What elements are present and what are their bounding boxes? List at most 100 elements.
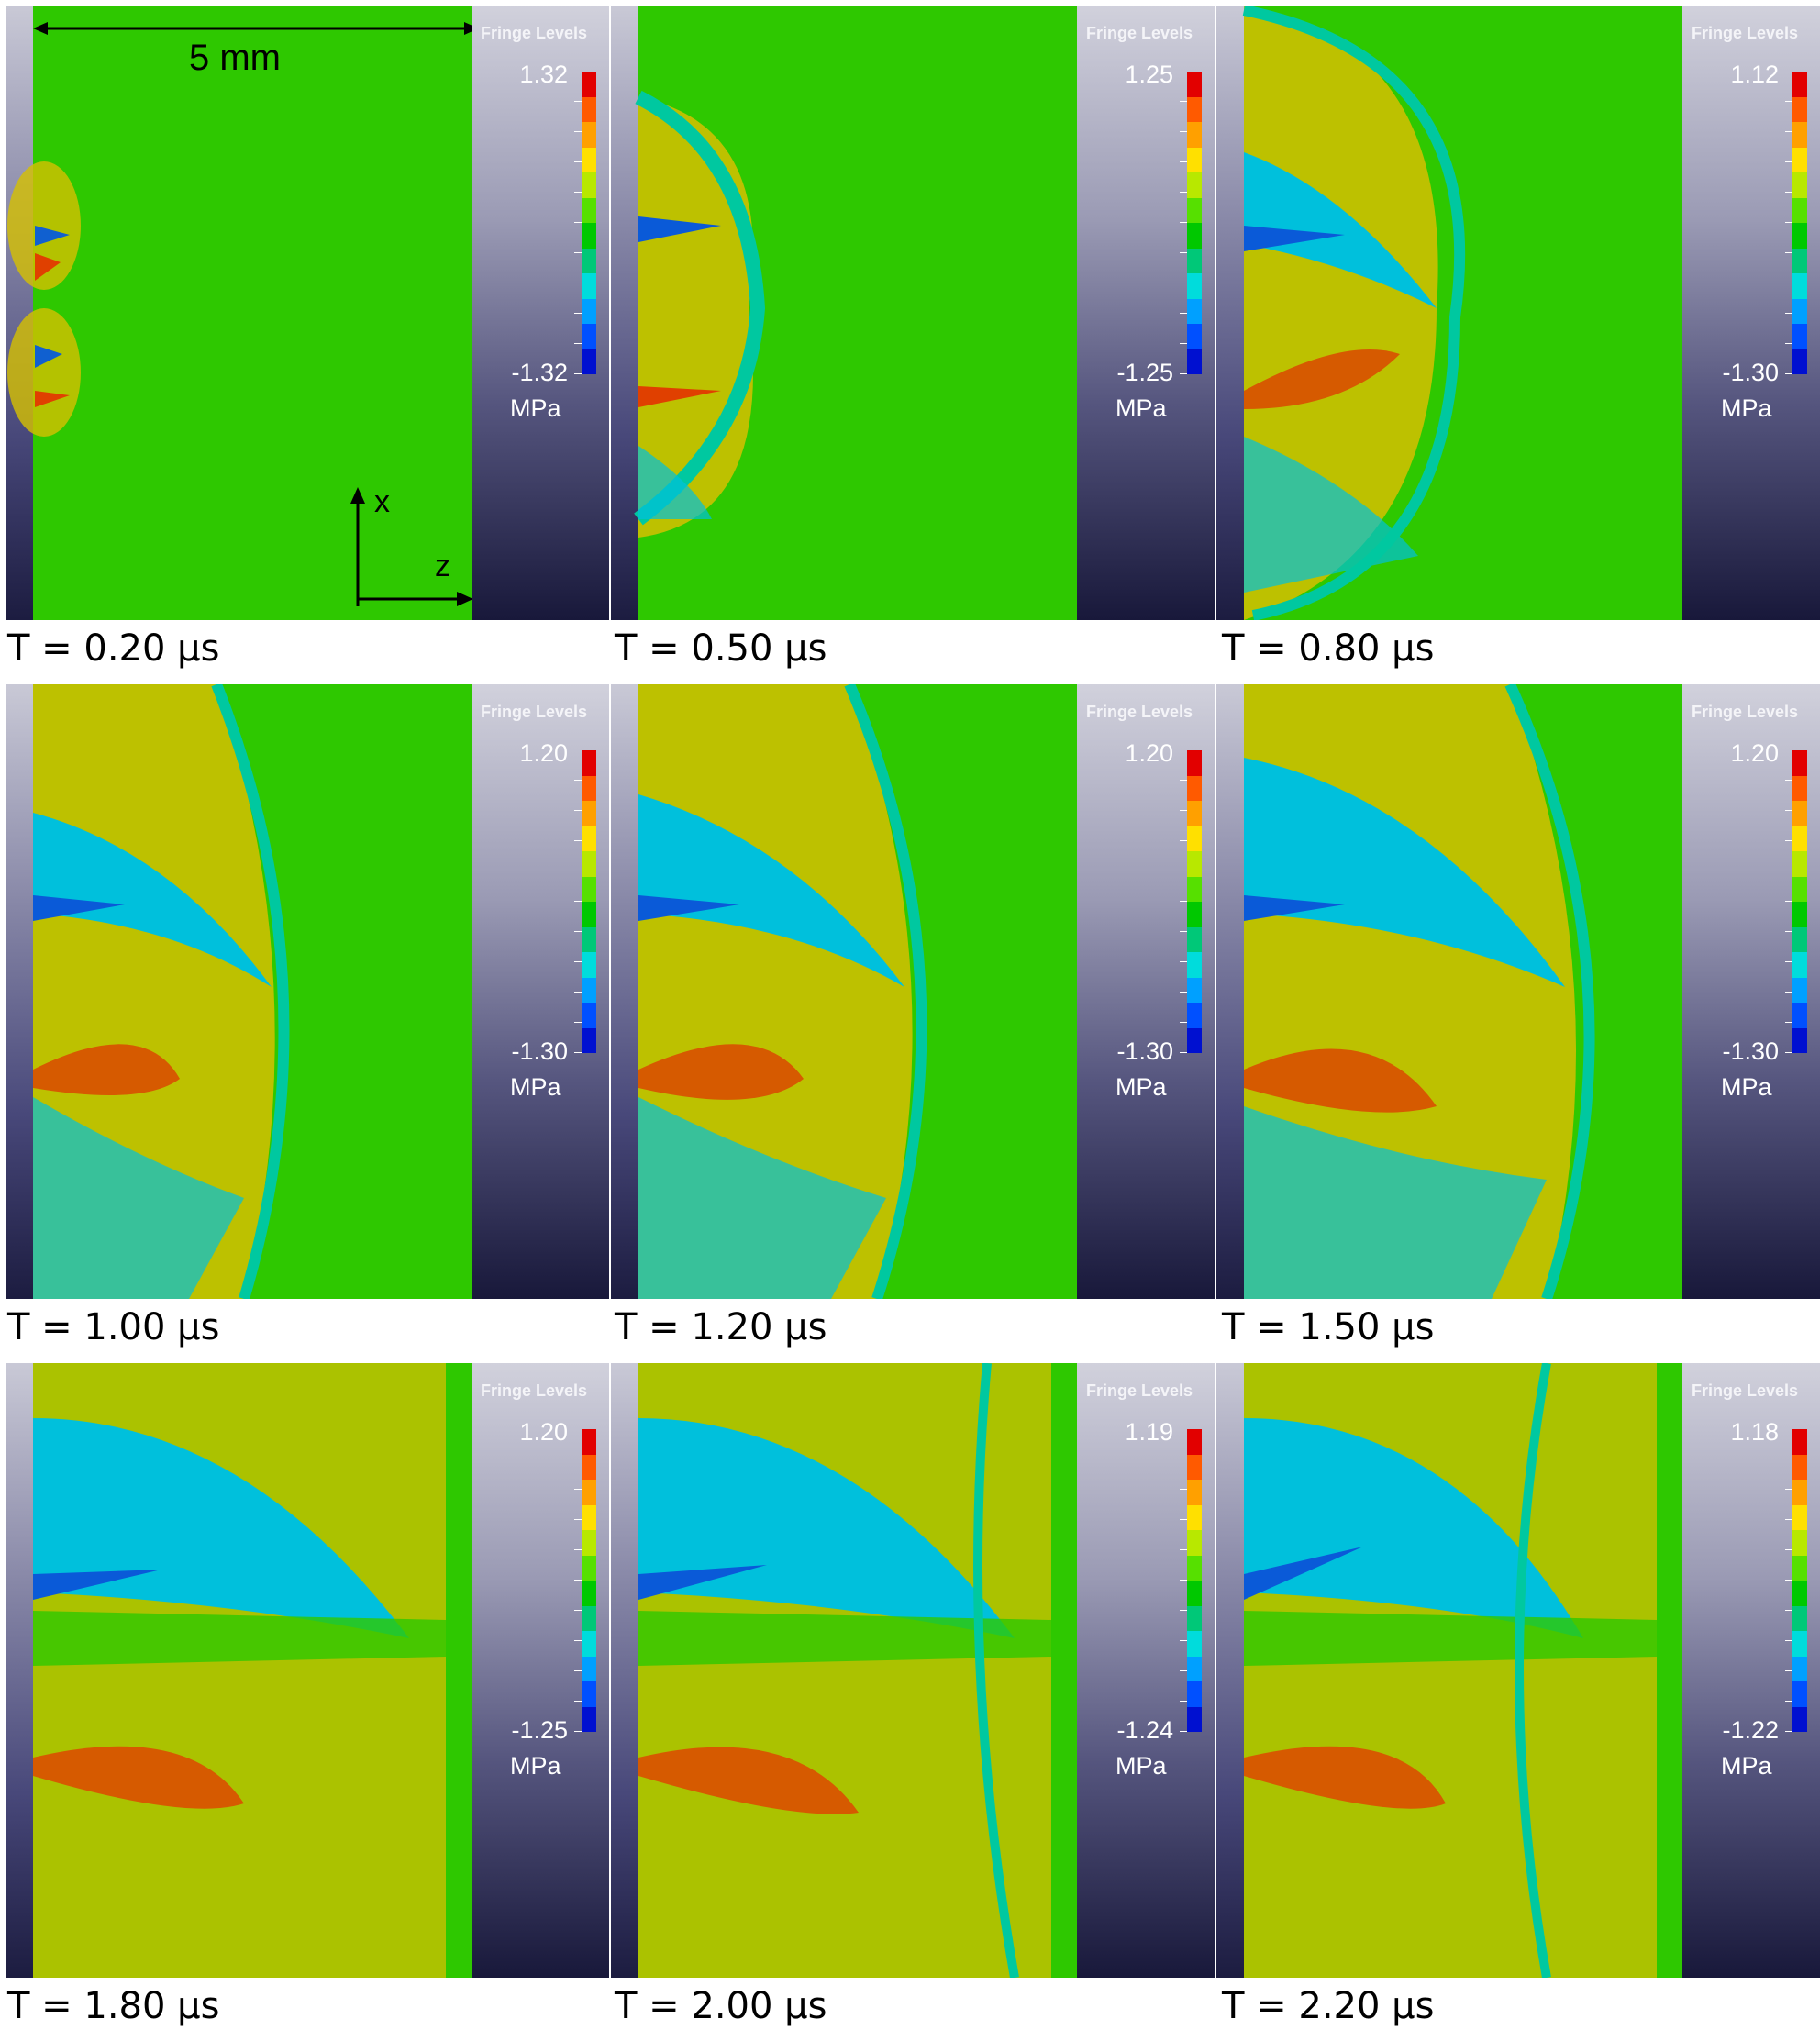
color-bar-segment: [582, 349, 596, 374]
color-bar-segment: [1187, 851, 1202, 877]
color-bar-segment: [1187, 96, 1202, 122]
legend-title: Fringe Levels: [481, 24, 588, 42]
legend-min: -1.32: [511, 359, 568, 386]
legend-max: 1.20: [1730, 739, 1779, 767]
left-edge: [611, 6, 638, 620]
fringe-legend: Fringe Levels 1.12 -1.30 MPa: [1682, 6, 1820, 620]
left-edge: [1216, 1363, 1244, 1978]
scale-bar-label: 5 mm: [189, 38, 281, 78]
color-bar: [1792, 750, 1807, 1053]
legend-unit: MPa: [1115, 1073, 1167, 1101]
axis-x-label: x: [374, 484, 390, 519]
legend-max: 1.18: [1730, 1418, 1779, 1446]
legend-min: -1.22: [1722, 1716, 1779, 1744]
legend-title: Fringe Levels: [1086, 703, 1193, 721]
color-bar-segment: [1187, 801, 1202, 826]
color-bar-segment: [582, 1605, 596, 1631]
color-bar: [1792, 1429, 1807, 1732]
color-bar-segment: [1792, 147, 1807, 172]
legend-unit: MPa: [1721, 1752, 1772, 1780]
legend-max: 1.12: [1730, 61, 1779, 88]
color-bar-segment: [1792, 1581, 1807, 1606]
color-bar-segment: [1792, 902, 1807, 927]
left-edge: [1216, 6, 1244, 620]
left-edge: [6, 1363, 33, 1978]
color-bar-segment: [1792, 1605, 1807, 1631]
color-bar-segment: [1792, 324, 1807, 349]
color-bar-segment: [1187, 1555, 1202, 1581]
color-bar-segment: [1792, 122, 1807, 148]
legend-title: Fringe Levels: [1086, 24, 1193, 42]
color-bar: [1792, 72, 1807, 374]
legend-min: -1.30: [1722, 359, 1779, 386]
left-edge: [611, 1363, 638, 1978]
color-bar-segment: [582, 851, 596, 877]
stress-field: [638, 1363, 1077, 1978]
legend-max: 1.20: [1125, 739, 1173, 767]
fringe-legend: Fringe Levels 1.20 -1.30 MPa: [472, 684, 609, 1299]
color-bar-segment: [1792, 1555, 1807, 1581]
color-bar-segment: [1792, 197, 1807, 223]
color-bar-segment: [1792, 172, 1807, 198]
color-bar-segment: [582, 1429, 596, 1455]
color-bar-segment: [582, 122, 596, 148]
stress-field: [634, 6, 1077, 620]
panel-t120: Fringe Levels 1.20 -1.30 MPa: [611, 684, 1215, 1299]
color-bar-segment: [1187, 1681, 1202, 1707]
color-bar-segment: [582, 172, 596, 198]
color-bar-segment: [1187, 197, 1202, 223]
legend-ticks: [1785, 750, 1792, 1053]
color-bar-segment: [1187, 1429, 1202, 1455]
color-bar-segment: [582, 1681, 596, 1707]
color-bar-segment: [1187, 1706, 1202, 1732]
color-bar-segment: [582, 298, 596, 324]
panel-t220: Fringe Levels 1.18 -1.22 MPa: [1216, 1363, 1820, 1978]
color-bar-segment: [1792, 801, 1807, 826]
color-bar: [582, 72, 596, 374]
legend-unit: MPa: [510, 394, 561, 422]
color-bar-segment: [582, 750, 596, 776]
stress-field: [1244, 684, 1682, 1299]
fringe-legend: Fringe Levels 1.20 -1.30 MPa: [1077, 684, 1215, 1299]
color-bar-segment: [1187, 1581, 1202, 1606]
legend-ticks: [1785, 1429, 1792, 1732]
caption-t180: T = 1.80 µs: [7, 1985, 220, 2027]
color-bar-segment: [1792, 1706, 1807, 1732]
color-bar-segment: [1792, 223, 1807, 249]
legend-min: -1.24: [1116, 1716, 1173, 1744]
color-bar-segment: [1187, 775, 1202, 801]
color-bar-segment: [1187, 1605, 1202, 1631]
color-bar-segment: [582, 1656, 596, 1681]
color-bar-segment: [582, 1631, 596, 1657]
color-bar-segment: [1187, 750, 1202, 776]
legend-ticks: [1180, 72, 1187, 374]
color-bar-segment: [582, 96, 596, 122]
legend-ticks: [1785, 72, 1792, 374]
color-bar: [1187, 72, 1202, 374]
color-bar-segment: [1187, 298, 1202, 324]
color-bar-segment: [1187, 1631, 1202, 1657]
color-bar: [1187, 750, 1202, 1053]
fringe-legend: Fringe Levels 1.20 -1.25 MPa: [472, 1363, 609, 1978]
color-bar-segment: [582, 1706, 596, 1732]
legend-min: -1.30: [1722, 1037, 1779, 1065]
legend-title: Fringe Levels: [1692, 24, 1799, 42]
color-bar-segment: [582, 902, 596, 927]
legend-title: Fringe Levels: [1692, 703, 1799, 721]
caption-t050: T = 0.50 µs: [615, 627, 827, 670]
color-bar-segment: [1187, 172, 1202, 198]
color-bar: [582, 1429, 596, 1732]
color-bar-segment: [582, 826, 596, 851]
legend-max: 1.20: [519, 739, 568, 767]
color-bar-segment: [1792, 72, 1807, 97]
color-bar-segment: [1792, 273, 1807, 299]
color-bar-segment: [1792, 248, 1807, 273]
scale-bar-arrow: [33, 22, 479, 35]
caption-t020: T = 0.20 µs: [7, 627, 220, 670]
color-bar-segment: [1792, 1027, 1807, 1053]
color-bar-segment: [1187, 324, 1202, 349]
color-bar-segment: [1187, 349, 1202, 374]
color-bar-segment: [582, 1530, 596, 1556]
left-edge: [1216, 684, 1244, 1299]
fringe-legend: Fringe Levels 1.20 -1.30 MPa: [1682, 684, 1820, 1299]
